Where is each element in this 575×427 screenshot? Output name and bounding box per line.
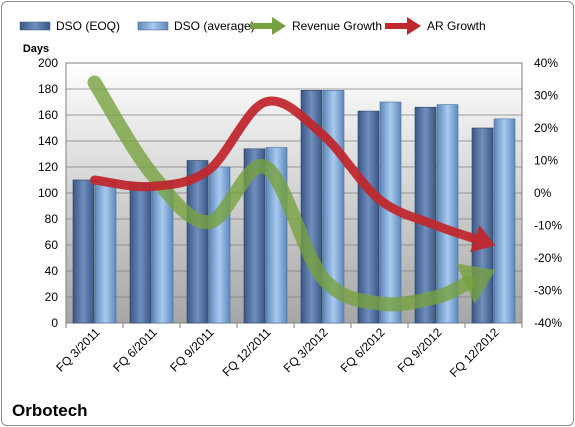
y-right-tick-label: 40% bbox=[534, 56, 558, 70]
y-right-tick-label: -40% bbox=[534, 316, 562, 330]
y-left-tick-label: 140 bbox=[38, 134, 58, 148]
y-left-ticks: 0 20 40 60 80 100 120 140 160 180 200 bbox=[38, 56, 58, 330]
y-left-tick-label: 160 bbox=[38, 108, 58, 122]
y-right-tick-label: 0% bbox=[534, 186, 552, 200]
x-tick-label: FQ 6/2012 bbox=[338, 325, 388, 375]
revenue-growth-line-arrowhead bbox=[456, 263, 496, 305]
y-left-tick-label: 20 bbox=[45, 290, 59, 304]
ar-growth-line-arrowhead bbox=[470, 224, 496, 253]
y-right-tick-label: -20% bbox=[534, 251, 562, 265]
y-right-tick-label: -30% bbox=[534, 284, 562, 298]
bar-dso-average bbox=[94, 179, 117, 324]
y-right-tick-label: 30% bbox=[534, 89, 558, 103]
bar-dso-average bbox=[493, 118, 516, 324]
legend: DSO (EOQ) DSO (average) Revenue Growth AR G… bbox=[19, 17, 486, 35]
y-left-tick-label: 60 bbox=[45, 238, 59, 252]
bar-dso-eoq bbox=[72, 179, 95, 324]
y-right-ticks: -40% -30% -20% -10% 0% 10% 20% 30% 40% bbox=[534, 56, 562, 330]
y-left-tick-label: 120 bbox=[38, 160, 58, 174]
legend-swatch bbox=[137, 21, 169, 31]
legend-label: Revenue Growth bbox=[292, 19, 382, 33]
bar-dso-eoq bbox=[129, 182, 152, 324]
x-tick-label: FQ 3/2011 bbox=[53, 325, 103, 375]
bar-dso-eoq bbox=[243, 148, 266, 324]
bar-dso-eoq bbox=[186, 160, 209, 324]
legend-label: DSO (EOQ) bbox=[56, 19, 120, 33]
revenue-growth-line bbox=[87, 75, 476, 312]
y-left-tick-label: 180 bbox=[38, 82, 58, 96]
y-left-tick-label: 40 bbox=[45, 264, 59, 278]
y-left-tick-label: 200 bbox=[38, 56, 58, 70]
x-tick-label: FQ 9/2012 bbox=[395, 325, 445, 375]
legend-label: AR Growth bbox=[427, 19, 486, 33]
x-ticks: FQ 3/2011 FQ 6/2011 FQ 9/2011 FQ 12/2011 FQ … bbox=[53, 325, 502, 380]
legend-swatch-arrowhead bbox=[272, 17, 286, 35]
bar-dso-average bbox=[208, 166, 231, 324]
growth-lines bbox=[87, 75, 496, 312]
y-left-tick-label: 80 bbox=[45, 212, 59, 226]
bars bbox=[72, 90, 516, 324]
legend-swatch bbox=[19, 21, 51, 31]
y-left-tick-label: 100 bbox=[38, 186, 58, 200]
x-tick-label: FQ 12/2012 bbox=[447, 325, 502, 380]
company-name: Orbotech bbox=[12, 401, 88, 420]
bar-dso-average bbox=[436, 104, 459, 324]
ar-growth-line bbox=[90, 96, 482, 244]
legend-label: DSO (average) bbox=[174, 19, 255, 33]
legend-swatch-arrowhead bbox=[407, 17, 421, 35]
y-right-tick-label: 10% bbox=[534, 154, 558, 168]
x-tick-label: FQ 3/2012 bbox=[281, 325, 331, 375]
x-tick-label: FQ 6/2011 bbox=[110, 325, 160, 375]
y-right-tick-label: -10% bbox=[534, 219, 562, 233]
y-left-axis-title: Days bbox=[23, 43, 49, 55]
x-tick-label: FQ 12/2011 bbox=[220, 325, 274, 379]
y-left-tick-label: 0 bbox=[51, 316, 58, 330]
y-right-tick-label: 20% bbox=[534, 121, 558, 135]
bar-dso-eoq bbox=[357, 110, 380, 324]
x-tick-label: FQ 9/2011 bbox=[167, 325, 217, 375]
